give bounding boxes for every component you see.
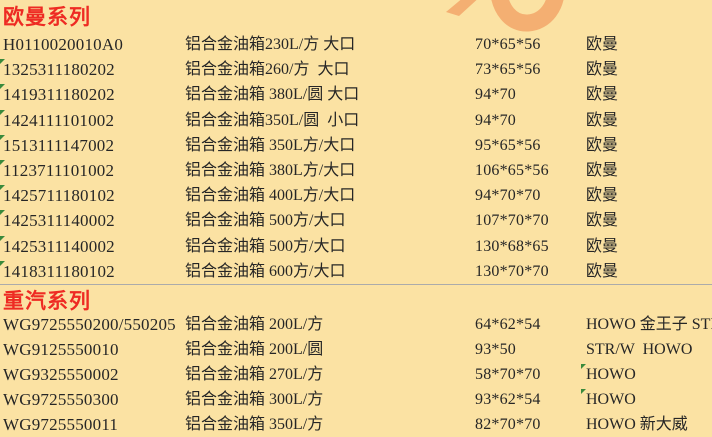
brand-cell[interactable]: 欧曼 [586,237,619,255]
brand-cell[interactable]: 欧曼 [586,136,619,154]
part-number-cell[interactable]: WG9325550002 [3,365,119,384]
green-corner-flag-icon [581,364,586,369]
description-cell[interactable]: 铝合金油箱 380L方/大口 [185,161,356,179]
size-cell[interactable]: 130*70*70 [475,262,549,280]
part-number-cell[interactable]: 1513111147002 [0,133,185,158]
table-row: WG9325550002 铝合金油箱 270L/方 58*70*70 HOWO [0,362,712,387]
green-corner-flag-icon [0,109,5,115]
size-cell[interactable]: 94*70 [475,86,516,104]
green-corner-flag-icon [0,210,5,216]
size-cell[interactable]: 95*65*56 [475,136,541,154]
zhongqi-table: WG9725550200/550205 铝合金油箱 200L/方 64*62*5… [0,312,712,437]
table-row: WG9725550011 铝合金油箱 350L/方 82*70*70 HOWO … [0,412,712,437]
size-cell[interactable]: 82*70*70 [475,416,541,433]
part-number-cell[interactable]: 1425311140002 [0,208,185,233]
brand-cell[interactable]: HOWO [581,362,712,387]
table-row: WG9725550300 铝合金油箱 300L/方 93*62*54 HOWO [0,387,712,412]
description-cell[interactable]: 铝合金油箱 600方/大口 [185,262,346,280]
brand-cell[interactable]: HOWO [581,387,712,412]
brand-cell[interactable]: 欧曼 [586,36,619,53]
brand-cell[interactable]: 欧曼 [586,187,619,205]
table-row: 1425711180102 铝合金油箱 400L方/大口 94*70*70 欧曼 [0,183,712,208]
part-number-cell[interactable]: H0110020010A0 [3,35,124,54]
brand-cell[interactable]: 欧曼 [586,61,619,79]
brand-cell[interactable]: STR/W HOWO [586,341,693,358]
brand-cell[interactable]: 欧曼 [586,212,619,230]
size-cell[interactable]: 64*62*54 [475,316,541,333]
size-cell[interactable]: 107*70*70 [475,212,549,230]
table-row: 1425311140002 铝合金油箱 500方/大口 107*70*70 欧曼 [0,208,712,233]
description-cell[interactable]: 铝合金油箱 500方/大口 [185,237,346,255]
part-number-cell[interactable]: 1425711180102 [0,183,185,208]
size-cell[interactable]: 94*70*70 [475,187,541,205]
description-cell[interactable]: 铝合金油箱 200L/方 [185,316,324,333]
description-cell[interactable]: 铝合金油箱260/方 大口 [185,61,350,79]
description-cell[interactable]: 铝合金油箱230L/方 大口 [185,36,356,53]
description-cell[interactable]: 铝合金油箱 300L/方 [185,391,324,408]
size-cell[interactable]: 73*65*56 [475,61,541,79]
part-number-cell[interactable]: 1424111101002 [0,108,185,133]
table-row: WG9125550010 铝合金油箱 200L/圆 93*50 STR/W HO… [0,337,712,362]
table-row: 1425311140002 铝合金油箱 500方/大口 130*68*65 欧曼 [0,234,712,259]
ouman-table: H0110020010A0 铝合金油箱230L/方 大口 70*65*56 欧曼… [0,32,712,284]
size-cell[interactable]: 58*70*70 [475,366,541,383]
table-row: 1424111101002 铝合金油箱350L/圆 小口 94*70 欧曼 [0,108,712,133]
size-cell[interactable]: 70*65*56 [475,36,541,53]
description-cell[interactable]: 铝合金油箱 270L/方 [185,366,324,383]
green-corner-flag-icon [0,84,5,90]
brand-cell[interactable]: 欧曼 [586,111,619,129]
size-cell[interactable]: 130*68*65 [475,237,549,255]
table-row: H0110020010A0 铝合金油箱230L/方 大口 70*65*56 欧曼 [0,32,712,57]
size-cell[interactable]: 93*50 [475,341,516,358]
part-number-cell[interactable]: 1419311180202 [0,82,185,107]
brand-cell[interactable]: 欧曼 [586,262,619,280]
part-number-cell[interactable]: 1418311180102 [0,259,185,284]
description-cell[interactable]: 铝合金油箱350L/圆 小口 [185,111,360,129]
part-number-cell[interactable]: WG9125550010 [3,340,119,359]
green-corner-flag-icon [0,134,5,140]
green-corner-flag-icon [0,260,5,266]
table-row: 1325311180202 铝合金油箱260/方 大口 73*65*56 欧曼 [0,57,712,82]
brand-cell[interactable]: HOWO 新大威 [586,416,688,433]
part-number-cell[interactable]: 1123711101002 [0,158,185,183]
size-cell[interactable]: 106*65*56 [475,161,549,179]
part-number-cell[interactable]: 1325311180202 [0,57,185,82]
watermark-logo-icon [446,0,564,32]
table-row: WG9725550200/550205 铝合金油箱 200L/方 64*62*5… [0,312,712,337]
brand-cell[interactable]: 欧曼 [586,86,619,104]
section-title-zhongqi[interactable]: 重汽系列 [3,289,91,313]
brand-cell[interactable]: HOWO 金王子 STR [586,316,712,333]
description-cell[interactable]: 铝合金油箱 350L方/大口 [185,136,356,154]
size-cell[interactable]: 94*70 [475,111,516,129]
size-cell[interactable]: 93*62*54 [475,391,541,408]
part-number-cell[interactable]: WG9725550300 [3,390,119,409]
green-corner-flag-icon [0,235,5,241]
green-corner-flag-icon [0,159,5,165]
brand-cell[interactable]: 欧曼 [586,161,619,179]
green-corner-flag-icon [581,389,586,394]
description-cell[interactable]: 铝合金油箱 380L/圆 大口 [185,86,360,104]
part-number-cell[interactable]: WG9725550200/550205 [3,315,176,334]
part-number-cell[interactable]: WG9725550011 [3,415,119,434]
description-cell[interactable]: 铝合金油箱 500方/大口 [185,212,346,230]
green-corner-flag-icon [0,59,5,65]
description-cell[interactable]: 铝合金油箱 400L方/大口 [185,187,356,205]
green-corner-flag-icon [0,185,5,191]
section-title-ouman[interactable]: 欧曼系列 [3,5,91,29]
table-row: 1418311180102 铝合金油箱 600方/大口 130*70*70 欧曼 [0,259,712,284]
section-divider [0,284,712,285]
table-row: 1513111147002 铝合金油箱 350L方/大口 95*65*56 欧曼 [0,133,712,158]
description-cell[interactable]: 铝合金油箱 350L/方 [185,416,324,433]
table-row: 1123711101002 铝合金油箱 380L方/大口 106*65*56 欧… [0,158,712,183]
description-cell[interactable]: 铝合金油箱 200L/圆 [185,341,324,358]
table-row: 1419311180202 铝合金油箱 380L/圆 大口 94*70 欧曼 [0,82,712,107]
part-number-cell[interactable]: 1425311140002 [0,234,185,259]
